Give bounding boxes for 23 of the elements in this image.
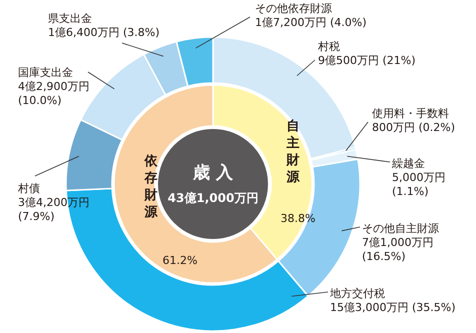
data-label: 1億7,200万円 (4.0%) — [255, 16, 367, 29]
data-label: 9億500万円 (21%) — [318, 54, 416, 67]
data-label: 38.8% — [280, 212, 316, 225]
data-label: 61.2% — [162, 254, 198, 267]
text: 歳 入 — [192, 163, 234, 183]
data-label: 4億2,900万円 (10.0%) — [18, 80, 90, 107]
slice-label: 使用料・手数料 — [372, 107, 449, 120]
data-label: 5,000万円 (1.1%) — [392, 171, 446, 198]
data-label: 7億1,000万円 (16.5%) — [362, 236, 434, 263]
slice-label: 村税 — [317, 40, 340, 53]
slice-label: 県支出金 — [48, 12, 92, 25]
slice-label: その他依存財源 — [255, 2, 332, 15]
text: 43億1,000万円 — [168, 191, 258, 205]
slice-label: 繰越金 — [391, 157, 425, 170]
slice-label: 自主財源 — [286, 119, 300, 185]
slice-label: その他自主財源 — [362, 222, 439, 235]
data-label: 800万円 (0.2%) — [372, 121, 456, 134]
slice-label: 国庫支出金 — [18, 66, 73, 79]
data-label: 15億3,000万円 (35.5%) — [330, 301, 456, 314]
slice-label: 依存財源 — [144, 154, 158, 220]
slice-label: 村債 — [17, 182, 40, 195]
data-label: 1億6,400万円 (3.8%) — [48, 26, 160, 39]
slice-label: 地方交付税 — [329, 287, 385, 300]
